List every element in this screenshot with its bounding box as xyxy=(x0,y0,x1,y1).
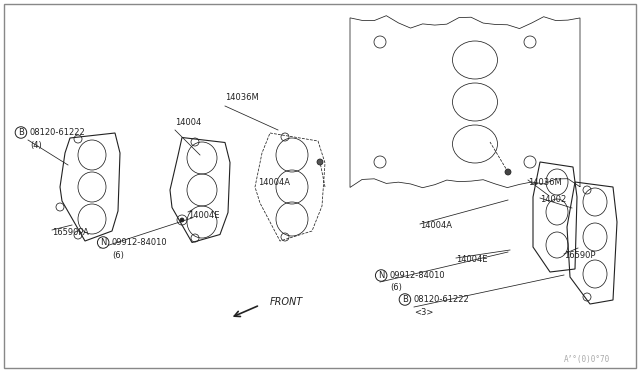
Text: B: B xyxy=(402,295,408,304)
Text: 14004A: 14004A xyxy=(258,178,290,187)
Text: 16590P: 16590P xyxy=(564,251,595,260)
Text: 14004A: 14004A xyxy=(420,221,452,230)
Circle shape xyxy=(180,218,184,222)
Text: 14004: 14004 xyxy=(175,118,201,127)
Text: A’°(0)0°70: A’°(0)0°70 xyxy=(564,355,610,364)
Circle shape xyxy=(505,169,511,175)
Text: N: N xyxy=(100,238,106,247)
Text: <3>: <3> xyxy=(414,308,433,317)
Text: 08120-61222: 08120-61222 xyxy=(414,295,470,304)
Circle shape xyxy=(317,159,323,165)
Text: 14036M: 14036M xyxy=(528,178,562,187)
Text: 14002: 14002 xyxy=(540,195,566,204)
Text: (6): (6) xyxy=(112,251,124,260)
Text: 14004E: 14004E xyxy=(188,211,220,220)
Text: 09912-84010: 09912-84010 xyxy=(112,238,168,247)
Text: 16590PA: 16590PA xyxy=(52,228,89,237)
Text: N: N xyxy=(378,271,385,280)
Text: (4): (4) xyxy=(30,141,42,150)
Text: 14004E: 14004E xyxy=(456,255,488,264)
Text: 14036M: 14036M xyxy=(225,93,259,102)
Text: B: B xyxy=(18,128,24,137)
Text: 09912-84010: 09912-84010 xyxy=(390,271,445,280)
Text: FRONT: FRONT xyxy=(270,297,303,307)
Text: (6): (6) xyxy=(390,283,402,292)
Text: 08120-61222: 08120-61222 xyxy=(30,128,86,137)
